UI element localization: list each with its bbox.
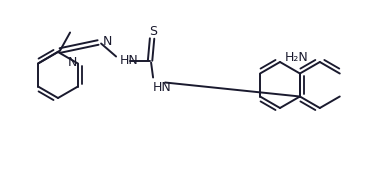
Text: H₂N: H₂N: [285, 51, 309, 64]
Text: N: N: [68, 56, 77, 69]
Text: HN: HN: [120, 54, 139, 67]
Text: S: S: [149, 25, 157, 38]
Text: HN: HN: [153, 81, 172, 94]
Text: N: N: [103, 35, 113, 48]
